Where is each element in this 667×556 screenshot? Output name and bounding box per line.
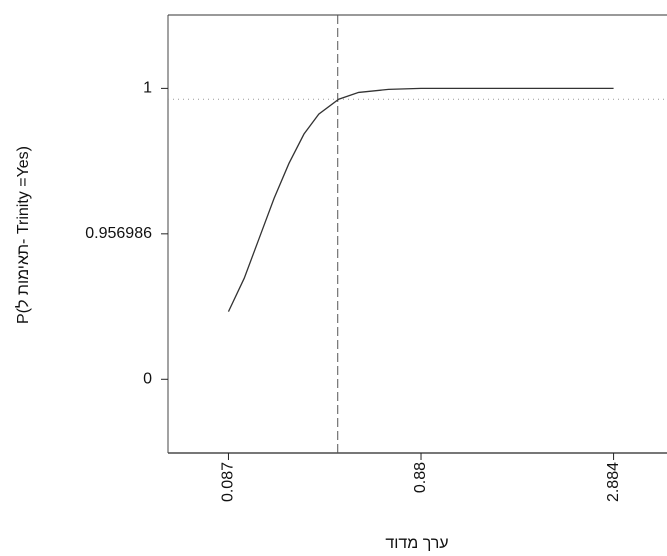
y-tick-label: 0 [143,371,152,388]
x-tick-label: 2.884 [605,462,622,502]
curve [227,87,614,312]
x-tick-label: 0.087 [220,462,237,502]
x-axis-label: ערך מדוד [385,535,448,552]
y-axis-label: P(תאימות ל- Trinity =Yes) [14,146,32,324]
x-tick-label: 0.88 [412,462,429,493]
y-tick-label: 0.956986 [85,225,152,242]
y-tick-label: 1 [143,80,152,97]
